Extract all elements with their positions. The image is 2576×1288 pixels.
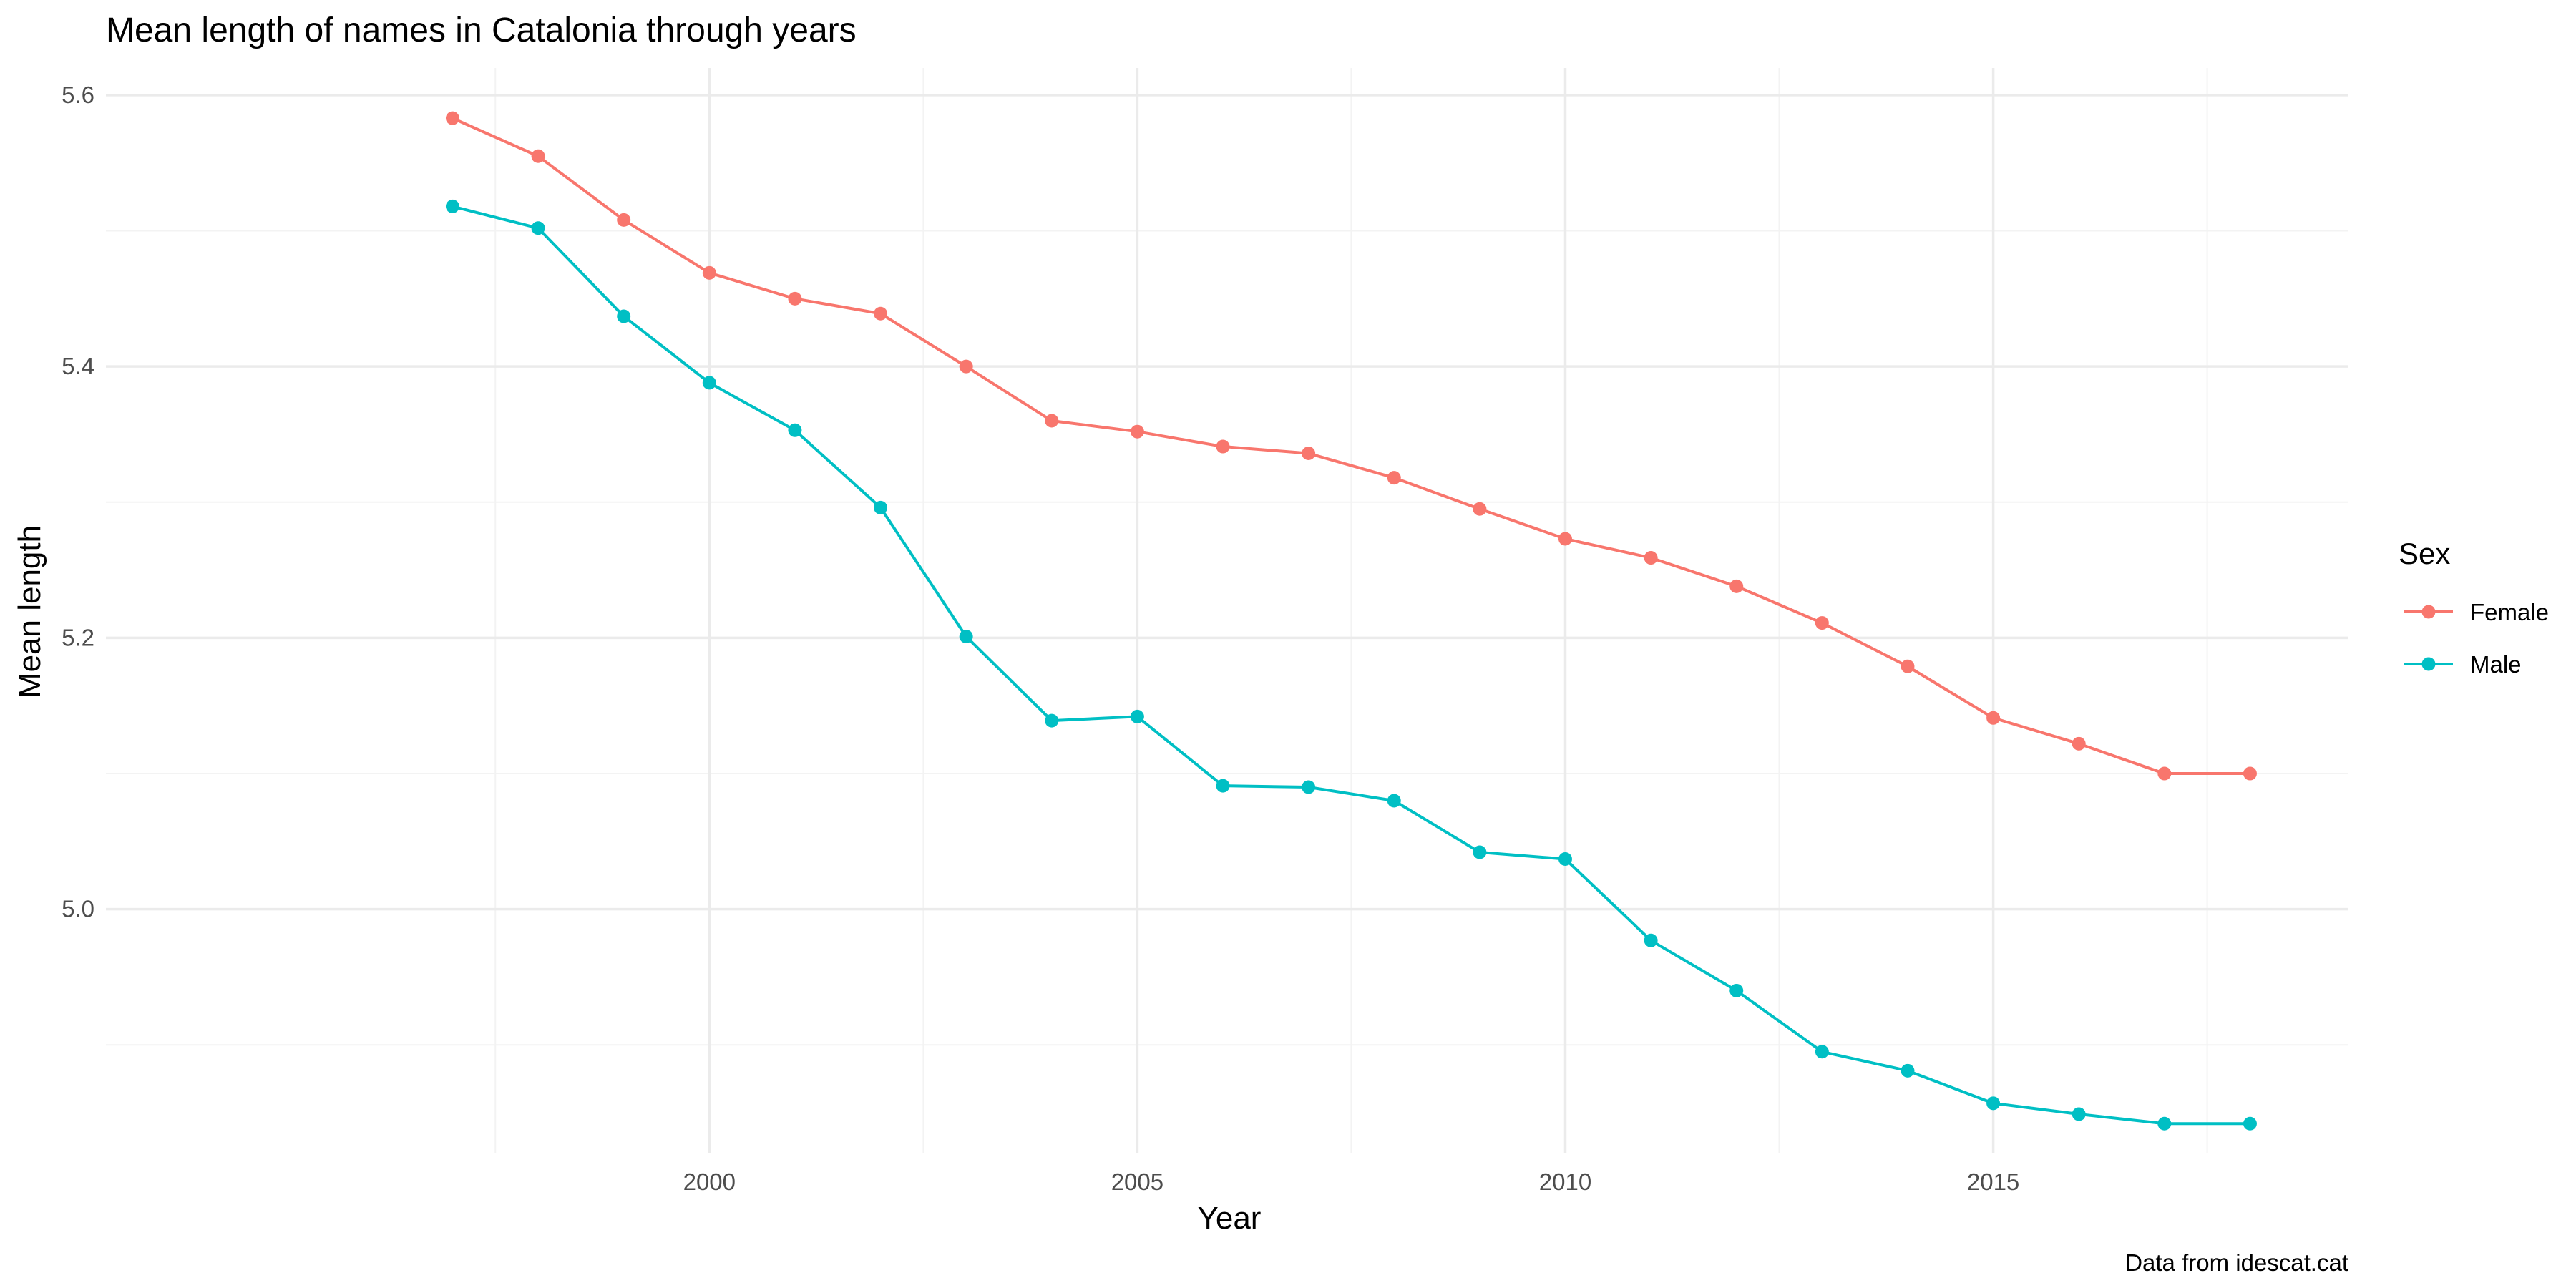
data-point-female: [531, 149, 545, 163]
x-tick-label: 2015: [1967, 1169, 2019, 1195]
data-point-male: [2072, 1107, 2086, 1121]
data-point-female: [617, 213, 631, 227]
legend-label: Male: [2470, 651, 2522, 678]
data-point-male: [1216, 779, 1230, 793]
x-tick-label: 2005: [1111, 1169, 1163, 1195]
x-axis-title: Year: [1198, 1201, 1262, 1236]
x-axis-ticks: 2000 2005 2010 2015: [683, 1169, 2020, 1195]
data-point-female: [702, 265, 716, 280]
legend-items: Female Male: [2404, 599, 2549, 678]
chart-caption: Data from idescat.cat: [2125, 1249, 2348, 1276]
data-point-male: [1302, 780, 1316, 794]
data-point-male: [1986, 1096, 2001, 1111]
series-line-female: [452, 117, 2250, 776]
legend-key-point: [2421, 657, 2436, 671]
data-point-female: [1986, 711, 2001, 725]
data-point-female: [1901, 659, 1915, 673]
data-point-female: [1558, 532, 1572, 546]
data-point-male: [959, 630, 973, 644]
y-axis-title: Mean length: [12, 525, 47, 698]
data-point-female: [1729, 579, 1744, 593]
data-point-female: [2157, 766, 2172, 781]
data-point-male: [445, 199, 459, 213]
data-point-male: [2157, 1116, 2172, 1131]
data-point-male: [1901, 1063, 1915, 1078]
data-point-male: [1045, 713, 1059, 728]
data-point-female: [788, 291, 802, 306]
data-point-female: [2072, 736, 2086, 751]
x-tick-label: 2000: [683, 1169, 736, 1195]
major-gridlines: [106, 68, 2348, 1153]
legend-item-female: Female: [2404, 599, 2549, 625]
series-points: [445, 111, 2257, 1131]
legend-key-point: [2421, 605, 2436, 619]
data-point-male: [1729, 983, 1744, 997]
legend: Sex Female Male: [2399, 537, 2549, 678]
plot-area: [106, 68, 2348, 1153]
data-point-female: [1644, 551, 1658, 565]
y-tick-label: 5.6: [62, 82, 94, 108]
data-point-male: [531, 221, 545, 235]
minor-gridlines: [106, 68, 2348, 1153]
data-point-female: [2243, 766, 2257, 781]
data-point-male: [1387, 794, 1401, 808]
data-point-female: [874, 306, 888, 321]
legend-title: Sex: [2399, 537, 2450, 570]
data-point-male: [1815, 1045, 1829, 1059]
data-point-female: [1473, 502, 1487, 516]
data-point-male: [702, 376, 716, 390]
y-tick-label: 5.0: [62, 896, 94, 922]
data-point-female: [1815, 616, 1829, 630]
data-point-female: [1302, 447, 1316, 461]
legend-label: Female: [2470, 599, 2549, 625]
y-tick-label: 5.2: [62, 624, 94, 650]
data-point-male: [1558, 852, 1572, 867]
data-point-male: [617, 309, 631, 323]
data-point-male: [788, 423, 802, 437]
data-point-male: [1473, 845, 1487, 859]
data-point-male: [1130, 709, 1144, 723]
data-point-female: [1130, 424, 1144, 439]
chart-title: Mean length of names in Catalonia throug…: [106, 11, 857, 49]
data-point-male: [874, 500, 888, 514]
series-line-male: [452, 205, 2250, 1126]
data-point-female: [959, 359, 973, 374]
data-point-male: [2243, 1116, 2257, 1131]
series-lines: [452, 117, 2250, 1126]
legend-item-male: Male: [2404, 651, 2522, 678]
x-tick-label: 2010: [1539, 1169, 1591, 1195]
data-point-female: [1387, 471, 1401, 485]
data-point-female: [1216, 439, 1230, 454]
data-point-female: [445, 111, 459, 125]
data-point-female: [1045, 414, 1059, 428]
data-point-male: [1644, 933, 1658, 947]
y-tick-label: 5.4: [62, 353, 94, 379]
y-axis-ticks: 5.0 5.2 5.4 5.6: [62, 82, 94, 922]
